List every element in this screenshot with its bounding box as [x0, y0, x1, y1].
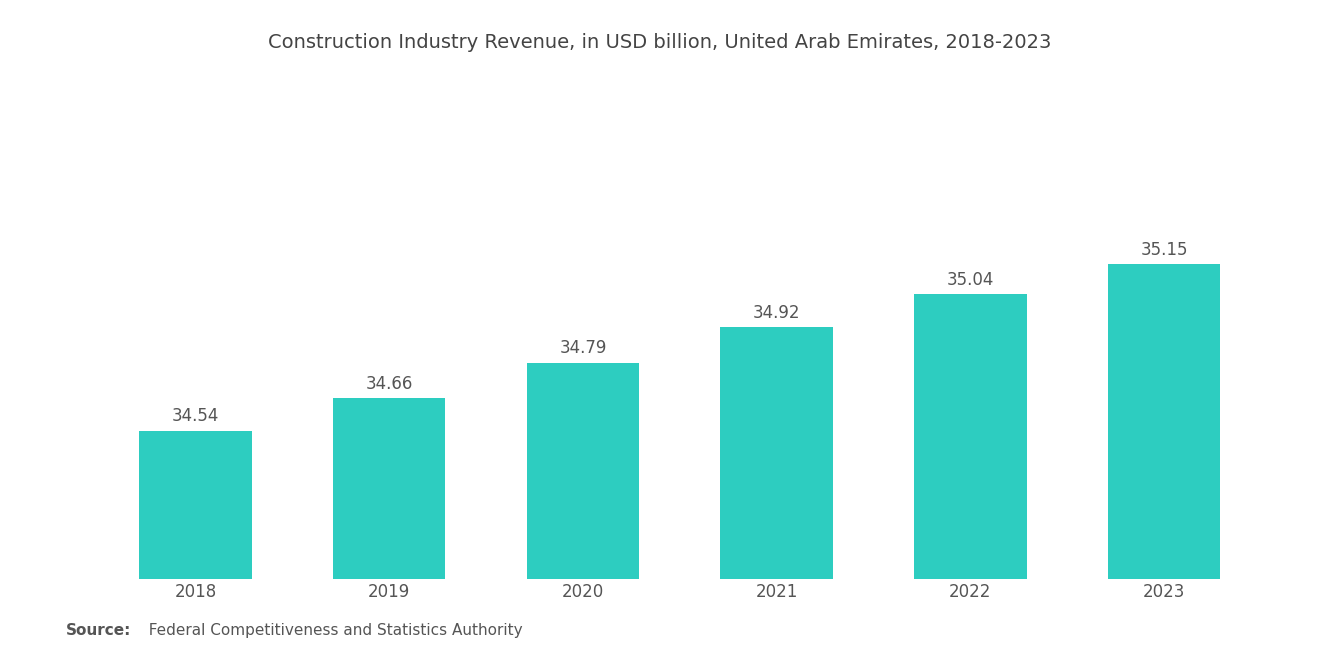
- Text: 34.79: 34.79: [560, 339, 607, 357]
- Text: Federal Competitiveness and Statistics Authority: Federal Competitiveness and Statistics A…: [139, 623, 523, 638]
- Text: Construction Industry Revenue, in USD billion, United Arab Emirates, 2018-2023: Construction Industry Revenue, in USD bi…: [268, 33, 1052, 53]
- Bar: [721, 327, 833, 665]
- Bar: [140, 431, 252, 665]
- Text: 34.54: 34.54: [172, 408, 219, 426]
- Text: 34.66: 34.66: [366, 374, 413, 392]
- Bar: [527, 362, 639, 665]
- Bar: [1107, 264, 1221, 665]
- Bar: [915, 294, 1027, 665]
- Text: 35.04: 35.04: [946, 271, 994, 289]
- Text: Source:: Source:: [66, 623, 132, 638]
- Text: 35.15: 35.15: [1140, 241, 1188, 259]
- Bar: [333, 398, 445, 665]
- Text: 34.92: 34.92: [752, 303, 800, 322]
